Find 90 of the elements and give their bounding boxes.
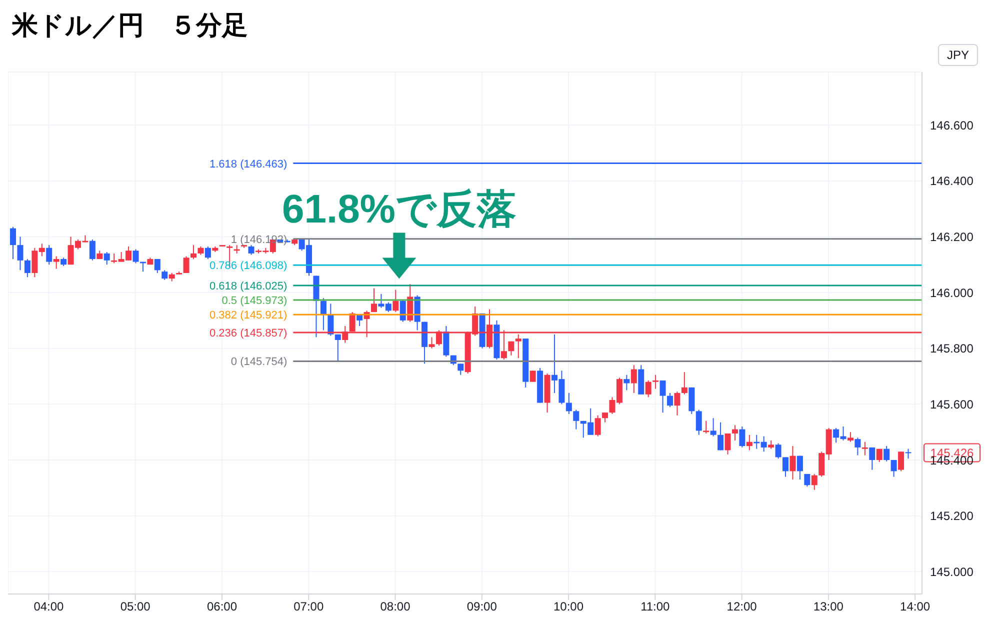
ref-line-label: 0.236 (145.857)	[209, 327, 288, 340]
candlestick	[443, 326, 450, 358]
x-tick-label: 13:00	[813, 600, 844, 614]
x-tick-label: 05:00	[120, 600, 151, 614]
candlestick	[132, 248, 139, 264]
y-tick-label: 145.800	[930, 342, 974, 356]
x-tick-label: 11:00	[640, 600, 670, 614]
candlestick	[645, 380, 652, 398]
ref-line-label: 0.618 (146.025)	[209, 280, 288, 293]
candlestick	[162, 270, 168, 280]
candlestick	[703, 420, 710, 434]
candlestick	[10, 226, 16, 260]
candlestick	[573, 409, 580, 430]
candlestick	[652, 374, 659, 390]
ref-line-label: 1 (146.192)	[230, 234, 288, 246]
candlestick	[458, 363, 464, 376]
candlestick	[681, 372, 688, 395]
y-tick-label: 146.600	[930, 118, 974, 132]
candlestick	[854, 437, 861, 456]
ref-line-label: 0 (145.754)	[230, 356, 288, 368]
candlestick	[24, 258, 30, 278]
y-tick-label: 145.600	[930, 397, 974, 412]
annotation: 61.8%で反落	[282, 188, 516, 232]
candlestick	[890, 460, 897, 478]
candlestick	[320, 298, 326, 331]
candlestick	[46, 244, 52, 266]
candlestick	[869, 446, 876, 470]
x-tick-label: 07:00	[294, 600, 324, 614]
candlestick	[104, 252, 110, 266]
y-tick-label: 145.200	[930, 509, 974, 524]
ref-line-label: 1.618 (146.463)	[209, 158, 288, 170]
candlestick	[746, 434, 752, 451]
candlestick	[732, 424, 738, 441]
candlestick	[876, 448, 882, 462]
candlestick	[428, 336, 435, 349]
y-tick-label: 146.200	[930, 230, 974, 244]
x-tick-label: 09:00	[466, 600, 498, 614]
candlestick	[630, 364, 637, 394]
candlestick	[204, 246, 211, 260]
candlestick	[775, 442, 782, 460]
candlestick	[53, 256, 60, 270]
candlestick	[594, 414, 601, 437]
candlestick	[508, 340, 514, 356]
candlestick	[183, 256, 190, 274]
candlestick	[248, 244, 254, 256]
candlestick	[724, 432, 731, 455]
y-axis-title: JPY	[938, 44, 978, 66]
ref-line-label: 0.5 (145.973)	[222, 295, 288, 308]
candlestick	[154, 258, 160, 274]
y-tick-label: 145.000	[930, 564, 974, 579]
candlestick	[696, 409, 702, 436]
candlestick	[328, 303, 334, 336]
candlestick	[804, 473, 810, 488]
y-tick-label: 146.400	[930, 174, 974, 188]
candlestick	[602, 412, 608, 423]
candlestick	[898, 451, 904, 472]
y-tick-label: 146.000	[930, 286, 974, 300]
candlestick	[884, 446, 890, 462]
x-tick-label: 06:00	[206, 600, 238, 614]
candlestick	[862, 441, 868, 456]
candlestick	[811, 473, 818, 490]
candlestick	[674, 391, 680, 416]
candlestick	[905, 448, 912, 460]
ref-line-label: 0.382 (145.921)	[209, 310, 288, 322]
x-tick-label: 04:00	[34, 600, 64, 614]
candlestick	[624, 374, 630, 391]
candlestick	[566, 392, 572, 414]
candlestick	[718, 422, 724, 451]
x-tick-label: 08:00	[380, 600, 411, 614]
candlestick	[739, 426, 746, 448]
candlestick	[847, 432, 854, 442]
candlestick	[530, 370, 536, 382]
candlestick	[370, 288, 377, 313]
candlestick	[190, 244, 197, 260]
candlestick	[89, 238, 96, 261]
x-tick-label: 14:00	[900, 600, 930, 614]
candlestick	[796, 455, 803, 480]
ref-line-label: 0.786 (146.098)	[209, 260, 288, 272]
candlestick	[334, 334, 341, 362]
chart-title: 米ドル／円 ５分足	[10, 9, 249, 42]
candlestick	[710, 418, 716, 437]
x-tick-label: 10:00	[554, 600, 584, 614]
candlestick	[392, 289, 399, 313]
x-tick-label: 12:00	[726, 600, 758, 614]
candlestick	[660, 380, 666, 414]
candlestick	[782, 456, 789, 478]
candlestick	[667, 392, 673, 408]
candlestick	[17, 236, 24, 271]
candlestick	[688, 386, 695, 414]
candlestick	[790, 446, 796, 480]
